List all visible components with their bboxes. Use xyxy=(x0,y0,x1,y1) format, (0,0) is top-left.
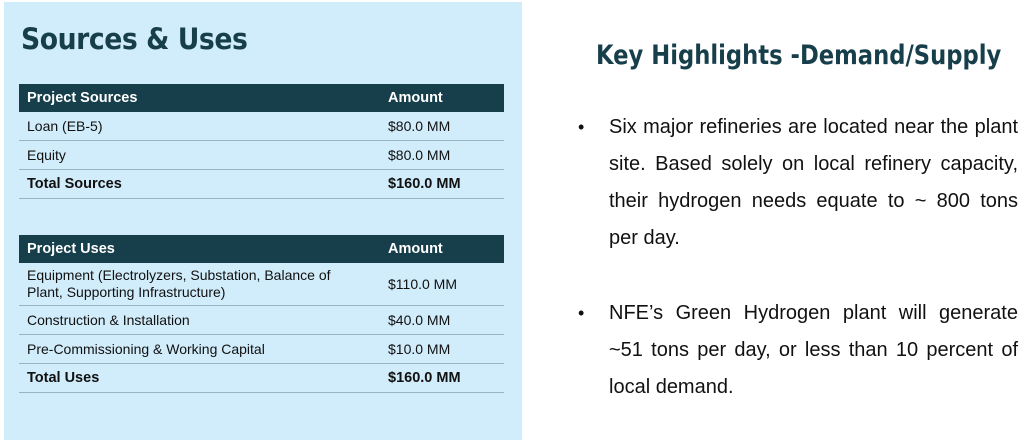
highlights-list: • NFE’s Green Hydrogen plant will generat… xyxy=(578,295,1018,406)
row-amount: $110.0 MM xyxy=(380,263,504,306)
uses-table: Project Uses Amount Equipment (Electroly… xyxy=(19,235,504,393)
bullet-text: NFE’s Green Hydrogen plant will generate… xyxy=(609,302,1018,398)
bullet-icon: • xyxy=(578,303,585,323)
row-amount: $160.0 MM xyxy=(380,363,504,393)
highlights-list: • Six major refineries are located near t… xyxy=(578,109,1018,257)
table-row: Equipment (Electrolyzers, Substation, Ba… xyxy=(19,263,504,306)
row-label: Total Sources xyxy=(19,169,380,199)
table-row: Pre-Commissioning & Working Capital $10.… xyxy=(19,334,504,364)
bullet-text: Six major refineries are located near th… xyxy=(609,116,1018,249)
table-row: Equity $80.0 MM xyxy=(19,140,504,170)
column-header: Project Sources xyxy=(19,84,380,112)
panel-title: Sources & Uses xyxy=(21,22,248,56)
row-label: Total Uses xyxy=(19,363,380,393)
table-row: Loan (EB-5) $80.0 MM xyxy=(19,112,504,141)
row-amount: $40.0 MM xyxy=(380,305,504,335)
row-label: Loan (EB-5) xyxy=(19,112,380,141)
highlights-title: Key Highlights -Demand/Supply xyxy=(596,40,1002,71)
column-header: Amount xyxy=(380,84,504,112)
sources-uses-panel: Sources & Uses Project Sources Amount Lo… xyxy=(4,2,522,440)
row-label: Equity xyxy=(19,140,380,170)
total-row: Total Uses $160.0 MM xyxy=(19,363,504,393)
row-amount: $80.0 MM xyxy=(380,112,504,141)
row-label: Equipment (Electrolyzers, Substation, Ba… xyxy=(19,263,380,306)
row-label: Construction & Installation xyxy=(19,305,380,335)
table-header: Project Sources Amount xyxy=(19,84,504,112)
bullet-icon: • xyxy=(578,117,585,137)
column-header: Amount xyxy=(380,235,504,263)
list-item: • Six major refineries are located near t… xyxy=(578,109,1018,257)
row-amount: $160.0 MM xyxy=(380,169,504,199)
total-row: Total Sources $160.0 MM xyxy=(19,169,504,199)
table-header: Project Uses Amount xyxy=(19,235,504,263)
row-amount: $80.0 MM xyxy=(380,140,504,170)
row-label: Pre-Commissioning & Working Capital xyxy=(19,334,380,364)
column-header: Project Uses xyxy=(19,235,380,263)
table-row: Construction & Installation $40.0 MM xyxy=(19,305,504,335)
row-amount: $10.0 MM xyxy=(380,334,504,364)
sources-table: Project Sources Amount Loan (EB-5) $80.0… xyxy=(19,84,504,199)
list-item: • NFE’s Green Hydrogen plant will generat… xyxy=(578,295,1018,406)
